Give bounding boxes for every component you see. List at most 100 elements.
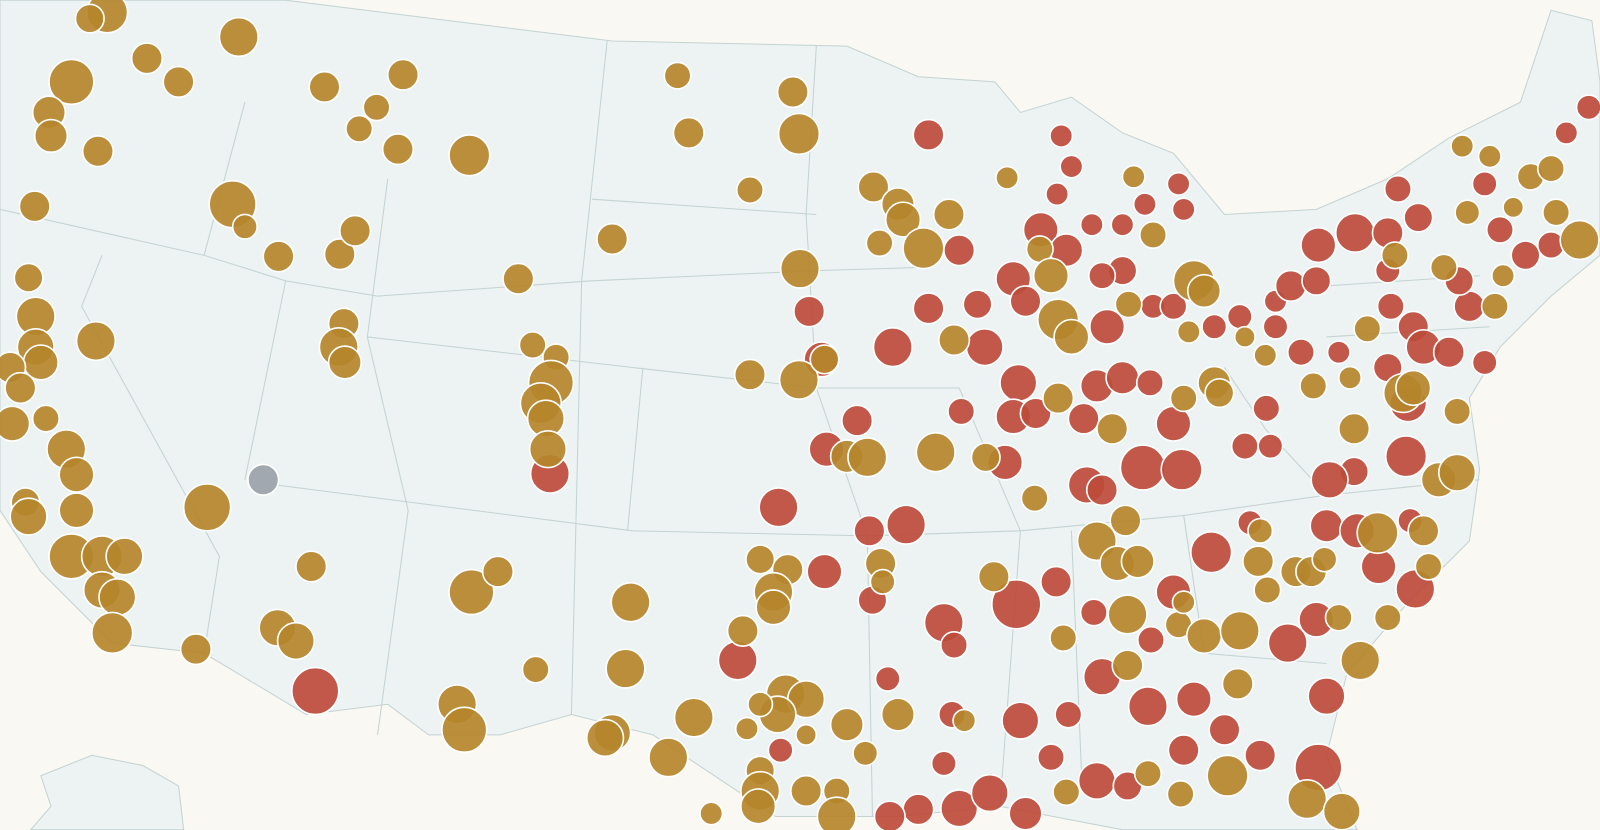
map-marker <box>448 568 495 616</box>
map-marker <box>1109 504 1142 537</box>
map-marker <box>915 432 956 473</box>
map-marker <box>847 437 888 478</box>
map-marker <box>74 3 105 34</box>
map-marker <box>1536 154 1566 183</box>
map-marker <box>1087 261 1117 290</box>
map-marker <box>1132 192 1157 217</box>
map-marker <box>1054 700 1083 729</box>
map-marker <box>902 793 935 826</box>
map-marker <box>91 611 134 655</box>
map-marker <box>767 737 794 764</box>
map-marker <box>747 691 774 718</box>
map-marker <box>1244 739 1277 772</box>
map-marker <box>1120 544 1155 579</box>
map-marker <box>717 640 758 681</box>
map-marker <box>940 631 969 660</box>
map-marker <box>345 114 374 143</box>
map-marker <box>1480 292 1509 321</box>
map-marker <box>673 697 715 738</box>
map-marker <box>912 118 945 152</box>
map-marker <box>48 58 95 106</box>
map-marker <box>777 112 821 156</box>
map-marker <box>179 633 213 666</box>
map-marker <box>672 116 705 149</box>
map-marker <box>262 240 295 273</box>
map-marker <box>809 344 840 375</box>
map-marker <box>381 133 415 166</box>
map-marker <box>1242 545 1275 578</box>
map-marker <box>0 405 31 442</box>
map-marker <box>1575 94 1600 121</box>
map-marker <box>596 222 629 256</box>
map-marker <box>1221 667 1254 700</box>
map-marker <box>995 165 1020 190</box>
map-marker <box>1176 319 1201 344</box>
map-marker <box>1337 412 1371 445</box>
map-marker <box>1135 368 1165 397</box>
map-marker <box>1443 397 1472 426</box>
map-marker <box>970 442 1001 473</box>
map-marker <box>1334 212 1376 254</box>
map-marker <box>247 463 280 496</box>
map-marker <box>663 61 692 90</box>
map-marker <box>1049 623 1078 653</box>
map-marker <box>218 16 259 58</box>
map-marker <box>605 648 646 689</box>
map-marker <box>952 708 977 733</box>
map-marker <box>1175 681 1213 718</box>
map-marker <box>1166 780 1195 809</box>
map-marker <box>790 774 823 808</box>
map-marker <box>1437 453 1477 492</box>
map-marker <box>1432 336 1466 369</box>
map-marker <box>793 295 826 328</box>
map-marker <box>1110 212 1135 237</box>
map-marker <box>902 226 945 270</box>
map-marker <box>1019 397 1052 430</box>
map-marker <box>733 358 767 391</box>
map-marker <box>162 65 195 98</box>
map-marker <box>1353 314 1382 343</box>
map-marker <box>323 238 356 271</box>
map-marker <box>182 483 232 532</box>
map-marker <box>1299 371 1328 400</box>
map-marker <box>610 582 651 623</box>
map-marker <box>1059 154 1084 179</box>
map-marker <box>1429 253 1458 282</box>
map-marker <box>1127 686 1169 727</box>
map-marker <box>999 363 1038 403</box>
map-marker <box>1159 292 1188 321</box>
map-marker <box>776 75 809 109</box>
map-marker <box>932 198 966 231</box>
map-marker <box>1201 313 1228 340</box>
map-marker <box>795 723 818 746</box>
map-marker <box>1186 273 1222 309</box>
alaska <box>29 754 185 830</box>
map-marker <box>726 614 759 647</box>
map-marker <box>1286 778 1328 820</box>
map-marker <box>33 118 69 154</box>
map-marker <box>585 718 625 758</box>
map-marker <box>276 621 316 661</box>
map-marker <box>1167 734 1200 767</box>
map-marker <box>1407 514 1440 547</box>
map-marker <box>81 135 115 168</box>
map-marker <box>1253 575 1282 605</box>
map-marker <box>1311 546 1338 573</box>
map-marker <box>745 544 776 575</box>
map-marker <box>1450 134 1475 159</box>
map-marker <box>1322 792 1362 830</box>
map-marker <box>362 93 391 122</box>
map-marker <box>1053 318 1090 356</box>
map-marker <box>1052 777 1081 807</box>
map-marker <box>1096 412 1129 445</box>
map-marker <box>1233 325 1256 348</box>
map-marker <box>885 504 927 545</box>
map-marker <box>1185 617 1223 655</box>
map-marker <box>884 201 922 238</box>
map-marker <box>1373 603 1402 632</box>
map-marker <box>1111 649 1144 682</box>
map-marker <box>521 655 550 684</box>
map-marker <box>1079 598 1108 627</box>
map-marker <box>1510 240 1541 271</box>
